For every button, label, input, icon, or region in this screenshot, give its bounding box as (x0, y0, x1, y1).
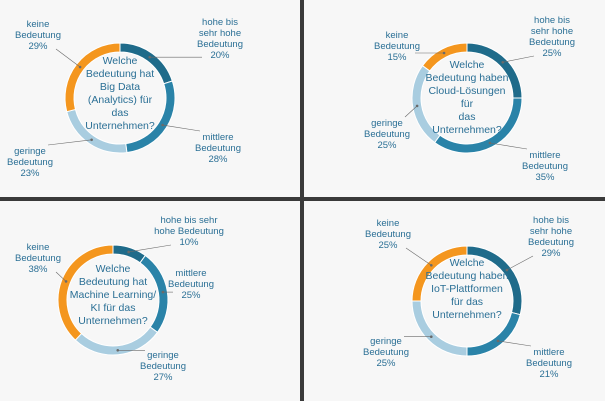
leader-line-keine-machine-learning (55, 271, 67, 282)
leader-dot-hohe-iot (505, 268, 509, 272)
center-question-big-data: Welche Bedeutung hat Big Data (Analytics) f… (85, 55, 155, 132)
chart-panel-machine-learning: hohe bis sehr hohe Bedeutung 10% mittlere Be… (15, 215, 224, 383)
leader-line-mittlere-big-data (162, 124, 201, 132)
chart-panel-iot: hohe bis sehr hohe Bedeutung 29% mittlere Bed… (363, 215, 574, 380)
leader-line-geringe-cloud (404, 105, 418, 118)
data-label-mittlere-machine-learning: mittlere Bedeutung 25% (168, 268, 214, 301)
leader-dot-mittlere-big-data (161, 123, 164, 127)
data-label-mittlere-big-data: mittlere Bedeutung 28% (195, 132, 241, 165)
center-question-iot: Welche Bedeutung haben IoT-Plattformen für … (426, 257, 509, 321)
leader-dot-geringe-machine-learning (116, 348, 120, 352)
leader-line-hohe-cloud (502, 55, 535, 63)
leader-line-geringe-big-data (47, 139, 92, 146)
data-label-mittlere-iot: mittlere Bedeutung 21% (526, 347, 572, 380)
donut-segment-geringe-machine-learning (74, 326, 159, 356)
leader-dot-hohe-machine-learning (127, 250, 130, 254)
data-label-keine-big-data: keine Bedeutung 29% (15, 19, 61, 52)
leader-dot-geringe-iot (429, 335, 433, 339)
donut-segment-keine-cloud (421, 42, 468, 72)
leader-dot-mittlere-iot (496, 339, 500, 343)
leader-dot-keine-iot (429, 263, 433, 267)
data-label-hohe-big-data: hohe bis sehr hohe Bedeutung 20% (197, 17, 243, 61)
center-question-machine-learning: Welche Bedeutung hat Machine Learning/KI f… (70, 263, 156, 327)
leader-dot-hohe-cloud (501, 60, 505, 64)
donut-segment-keine-big-data (64, 42, 121, 113)
horizontal-divider (0, 197, 605, 201)
data-label-geringe-iot: geringe Bedeutung 25% (363, 336, 409, 369)
data-label-hohe-machine-learning: hohe bis sehr hohe Bedeutung 10% (154, 215, 224, 248)
leader-dot-keine-cloud (442, 51, 446, 55)
data-label-keine-machine-learning: keine Bedeutung 38% (15, 242, 61, 275)
data-label-mittlere-cloud: mittlere Bedeutung 35% (522, 150, 568, 183)
leader-line-hohe-iot (506, 255, 534, 271)
chart-panel-big-data: hohe bis sehr hohe Bedeutung 20% mittlere Bed… (7, 17, 243, 179)
leader-line-mittlere-iot (497, 340, 532, 347)
leader-dot-mittlere-cloud (488, 141, 492, 145)
donut-segment-keine-machine-learning (57, 244, 114, 341)
data-label-keine-cloud: keine Bedeutung 15% (374, 30, 420, 63)
leader-line-keine-iot (405, 247, 432, 266)
data-label-keine-iot: keine Bedeutung 25% (365, 218, 411, 251)
leader-dot-mittlere-machine-learning (161, 290, 165, 294)
leader-line-hohe-machine-learning (128, 244, 172, 253)
leader-line-keine-big-data (55, 48, 81, 68)
center-question-cloud: Welche Bedeutung haben Cloud-Lösungen für da… (426, 59, 509, 136)
leader-dot-keine-machine-learning (64, 280, 68, 283)
leader-dot-geringe-cloud (415, 104, 419, 108)
chart-panel-cloud: hohe bis sehr hohe Bedeutung 25% mittlere Bed… (364, 15, 575, 183)
data-label-geringe-machine-learning: geringe Bedeutung 27% (140, 350, 186, 383)
leader-line-mittlere-cloud (489, 142, 528, 150)
leader-dot-geringe-big-data (90, 138, 93, 142)
data-label-hohe-cloud: hohe bis sehr hohe Bedeutung 25% (529, 15, 575, 59)
donut-segment-keine-iot (411, 245, 468, 302)
data-label-geringe-big-data: geringe Bedeutung 23% (7, 146, 53, 179)
donut-segment-hohe-machine-learning (112, 244, 147, 264)
data-label-geringe-cloud: geringe Bedeutung 25% (364, 118, 410, 151)
leader-dot-keine-big-data (78, 65, 82, 69)
leader-dot-hohe-big-data (148, 55, 151, 59)
data-label-hohe-iot: hohe bis sehr hohe Bedeutung 29% (528, 215, 574, 259)
